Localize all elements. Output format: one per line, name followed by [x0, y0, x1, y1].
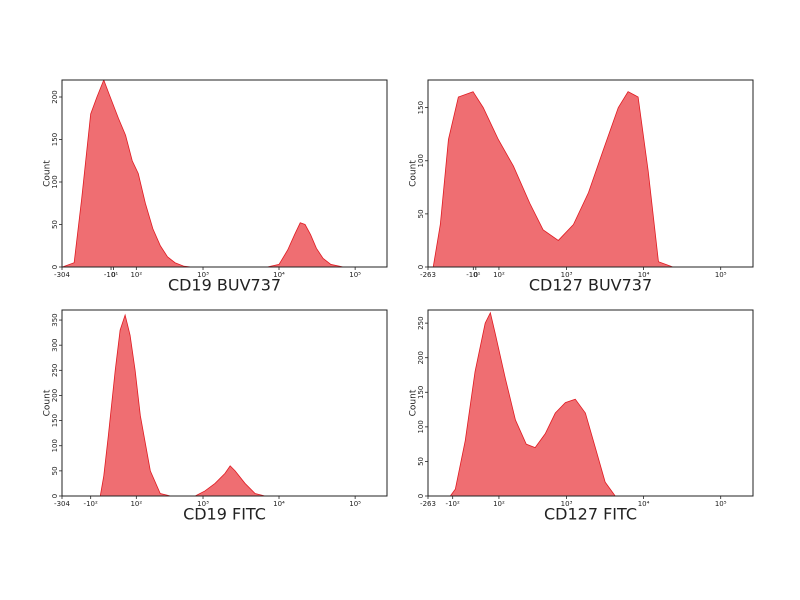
y-tick-label: 50: [51, 220, 59, 229]
y-tick-label: 150: [417, 101, 425, 114]
x-axis-label: CD19 BUV737: [168, 276, 281, 295]
y-tick-label: 350: [51, 313, 59, 326]
y-tick-label: 150: [51, 414, 59, 427]
x-tick-label: -10²: [84, 500, 98, 508]
y-tick-label: 300: [51, 339, 59, 352]
x-tick-label: 10³: [197, 271, 209, 279]
x-tick-label: -263: [420, 500, 436, 508]
histogram-area: [62, 313, 379, 496]
plot-frame: [427, 309, 754, 497]
plot-frame: [61, 79, 388, 268]
x-tick-label: 10³: [561, 271, 573, 279]
x-axis-label: CD127 BUV737: [529, 276, 652, 295]
y-tick-label: 0: [51, 494, 59, 498]
y-tick-label: 100: [417, 154, 425, 167]
x-tick-label: 10²: [130, 271, 142, 279]
y-tick-label: 100: [51, 439, 59, 452]
x-tick-label: 0: [111, 271, 115, 279]
plot-frame: [61, 309, 388, 497]
x-tick-label: -304: [54, 500, 70, 508]
y-tick-label: 150: [417, 386, 425, 399]
y-tick-label: 0: [417, 494, 425, 498]
y-axis-label: Count: [43, 389, 53, 416]
y-tick-label: 50: [417, 209, 425, 218]
x-tick-label: 10⁴: [638, 271, 650, 279]
y-tick-label: 200: [51, 389, 59, 402]
x-tick-label: 10⁵: [349, 500, 361, 508]
x-tick-label: 10³: [561, 500, 573, 508]
x-tick-label: 10²: [493, 271, 505, 279]
y-tick-label: 0: [417, 265, 425, 269]
plot-frame: [427, 79, 754, 268]
histogram-panel: -304 -10² 10² 10³ 10⁴ 10⁵ 0 50 100 150 200 250 300 35…: [43, 309, 388, 524]
histogram-panel: -263 -10² 10² 10³ 10⁴ 10⁵ 0 50 100 150 200 250 CD127…: [409, 309, 754, 524]
y-tick-label: 0: [51, 265, 59, 269]
x-tick-label: 10⁵: [349, 271, 361, 279]
y-axis-label: Count: [43, 160, 53, 187]
x-tick-label: 0: [474, 271, 478, 279]
histogram-area: [428, 91, 744, 267]
x-tick-label: -10²: [446, 500, 460, 508]
histogram-area: [62, 80, 379, 267]
y-axis-label: Count: [409, 160, 419, 187]
x-tick-label: -10¹: [104, 271, 118, 279]
x-tick-label: 10⁵: [715, 500, 727, 508]
plot-area: [62, 80, 379, 267]
plot-area: [62, 313, 379, 496]
x-tick-label: -10¹: [466, 271, 480, 279]
y-tick-label: 250: [51, 364, 59, 377]
y-tick-label: 150: [51, 133, 59, 146]
x-axis-label: CD127 FITC: [544, 505, 637, 524]
y-tick-label: 200: [51, 90, 59, 103]
x-tick-label: 10⁴: [273, 271, 285, 279]
y-tick-label: 50: [51, 466, 59, 475]
y-tick-label: 50: [417, 457, 425, 466]
x-tick-label: -263: [420, 271, 436, 279]
x-tick-label: 10²: [130, 500, 142, 508]
x-tick-label: 10³: [197, 500, 209, 508]
y-axis-label: Count: [409, 389, 419, 416]
y-tick-label: 250: [417, 316, 425, 329]
plot-area: [428, 311, 744, 496]
y-tick-label: 200: [417, 351, 425, 364]
x-tick-label: 10⁴: [638, 500, 650, 508]
x-tick-label: 10⁵: [715, 271, 727, 279]
x-tick-label: -304: [54, 271, 70, 279]
histogram-area: [428, 311, 744, 496]
y-tick-label: 100: [51, 175, 59, 188]
x-axis-label: CD19 FITC: [183, 505, 266, 524]
x-tick-label: 10⁴: [273, 500, 285, 508]
y-tick-label: 100: [417, 420, 425, 433]
x-tick-label: 10²: [493, 500, 505, 508]
plot-area: [428, 91, 744, 267]
